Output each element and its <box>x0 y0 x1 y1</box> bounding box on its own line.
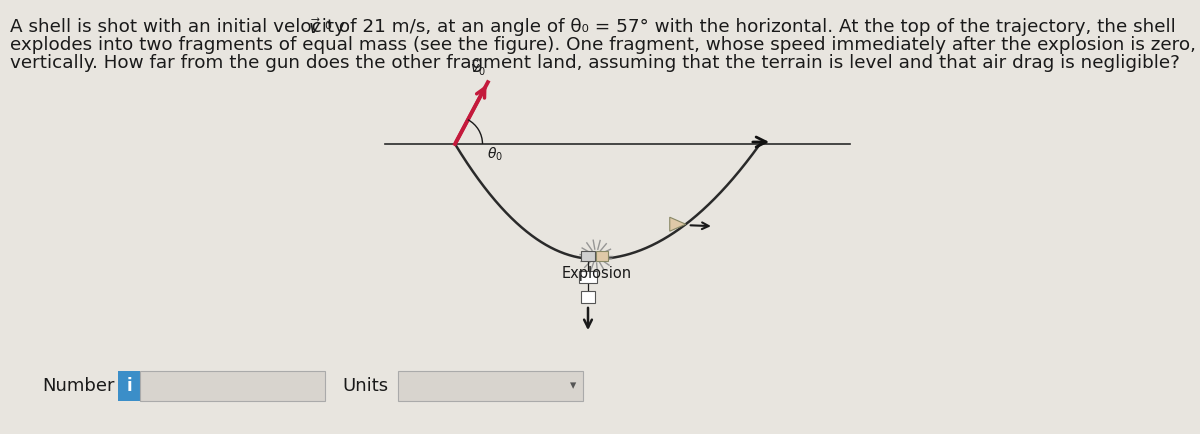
Bar <box>118 371 140 401</box>
Bar <box>581 291 595 303</box>
Bar <box>398 371 583 401</box>
Text: explodes into two fragments of equal mass (see the figure). One fragment, whose : explodes into two fragments of equal mas… <box>10 36 1200 54</box>
Text: Units: Units <box>342 377 388 395</box>
Text: A shell is shot with an initial velocity: A shell is shot with an initial velocity <box>10 18 356 36</box>
Text: $\theta_0$: $\theta_0$ <box>487 146 503 163</box>
Text: Explosion: Explosion <box>562 266 632 281</box>
Bar <box>140 371 325 401</box>
Text: Number: Number <box>42 377 114 395</box>
Bar <box>580 271 598 283</box>
Bar <box>581 251 595 261</box>
Text: vertically. How far from the gun does the other fragment land, assuming that the: vertically. How far from the gun does th… <box>10 54 1180 72</box>
Text: $_0$: $_0$ <box>324 17 332 32</box>
Text: of 21 m/s, at an angle of θ₀ = 57° with the horizontal. At the top of the trajec: of 21 m/s, at an angle of θ₀ = 57° with … <box>334 18 1176 36</box>
Bar <box>596 251 608 261</box>
Text: $\vec{v}$: $\vec{v}$ <box>308 18 322 38</box>
Polygon shape <box>670 217 685 231</box>
Text: ▾: ▾ <box>570 379 576 392</box>
Text: i: i <box>126 377 132 395</box>
Text: $\vec{v}_0$: $\vec{v}_0$ <box>470 59 486 78</box>
